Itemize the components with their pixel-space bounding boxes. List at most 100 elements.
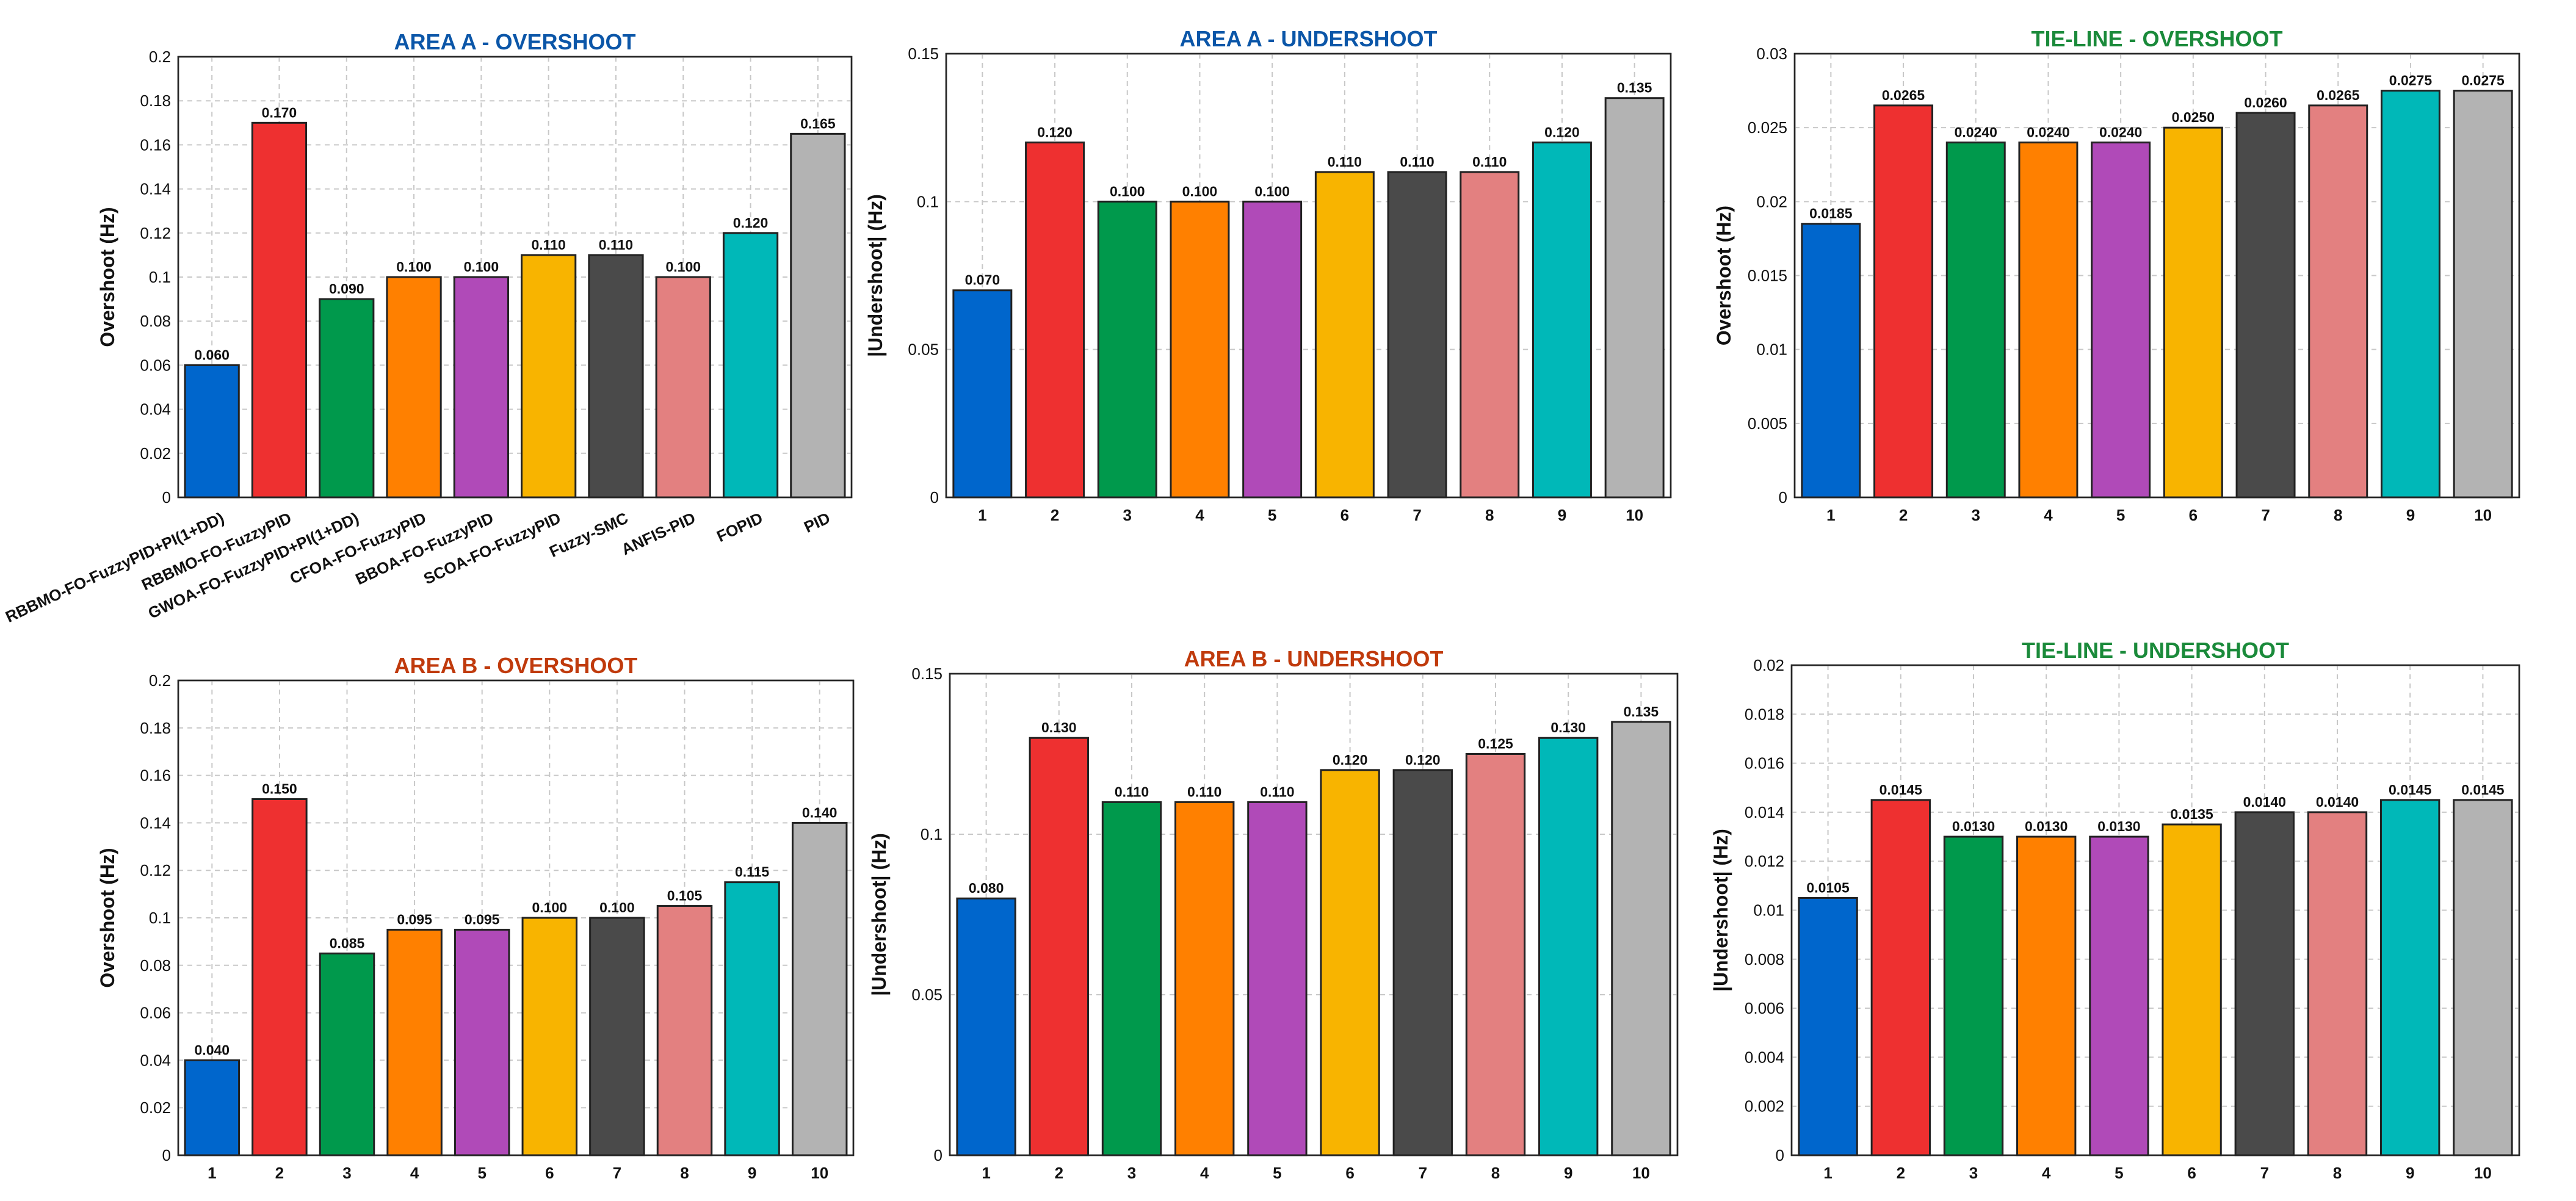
chart-4: 0 0.02 0.04 0.06 0.08 0.1 0.12 0.14 0.16 0.18 0.2 0… [96, 653, 855, 1182]
x-tick-label: 8 [2334, 506, 2342, 524]
plot-border [1790, 664, 2520, 1156]
data-label: 0.110 [532, 237, 566, 253]
x-tick-label: 9 [1558, 506, 1566, 524]
data-label: 0.0105 [1806, 879, 1850, 895]
data-label: 0.170 [262, 104, 297, 120]
x-tick-label: 8 [1485, 506, 1494, 524]
bar [1097, 200, 1157, 499]
x-tick-label: 3 [1123, 506, 1132, 524]
bar [386, 928, 443, 1156]
x-tick-label: 6 [1345, 1164, 1354, 1182]
data-label: 0.0135 [2170, 806, 2213, 822]
bar [791, 821, 848, 1156]
chart-title: TIE-LINE - UNDERSHOOT [2022, 638, 2289, 663]
bar [1320, 769, 1380, 1156]
data-label: 0.165 [800, 115, 836, 131]
y-tick-label: 0.03 [1756, 45, 1787, 63]
x-tick-label: 7 [2261, 506, 2270, 524]
data-label: 0.0250 [2172, 109, 2215, 125]
data-label: 0.100 [665, 259, 701, 275]
x-tick-label: 1 [208, 1164, 216, 1182]
data-label: 0.130 [1041, 720, 1077, 735]
x-tick-label: 1 [1823, 1164, 1832, 1182]
x-tick-label: 5 [1273, 1164, 1281, 1182]
chart-title: AREA A - UNDERSHOOT [1180, 26, 1438, 51]
data-label: 0.100 [464, 259, 499, 275]
y-tick-label: 0.15 [908, 45, 939, 63]
y-tick-label: 0.05 [908, 341, 939, 359]
bar [1873, 104, 1934, 499]
data-label: 0.0130 [2097, 818, 2140, 834]
x-tick-label: 6 [1340, 506, 1349, 524]
bar [386, 276, 442, 499]
data-label: 0.110 [1472, 154, 1507, 170]
x-tick-label: 9 [1564, 1164, 1572, 1182]
y-tick-label: 0.1 [921, 825, 942, 843]
x-tick-label: 4 [2044, 506, 2053, 524]
bar [2163, 126, 2223, 499]
bar [1870, 799, 1931, 1156]
bar [2453, 90, 2513, 499]
data-label: 0.135 [1624, 704, 1659, 720]
bar [1392, 769, 1453, 1156]
y-tick-label: 0.016 [1745, 754, 1784, 773]
bar [2308, 104, 2368, 499]
bar [2089, 835, 2149, 1156]
y-tick-label: 0.002 [1745, 1097, 1784, 1116]
y-tick-label: 0.04 [140, 1051, 171, 1069]
chart-title: AREA B - OVERSHOOT [394, 653, 638, 678]
x-tick-label: 7 [2260, 1164, 2269, 1182]
data-label: 0.0275 [2461, 73, 2505, 88]
bar [656, 905, 713, 1156]
x-tick-label: 3 [1969, 1164, 1978, 1182]
bar [588, 254, 644, 499]
x-tick-label: 5 [477, 1164, 486, 1182]
bar [521, 254, 577, 499]
bar [2453, 799, 2513, 1156]
y-tick-label: 0.16 [140, 135, 171, 154]
x-tick-label: 9 [2406, 506, 2415, 524]
y-tick-label: 0.015 [1748, 267, 1787, 285]
bar [521, 917, 578, 1156]
data-label: 0.110 [1328, 154, 1362, 170]
chart-title: AREA A - OVERSHOOT [394, 29, 635, 54]
bar [956, 897, 1016, 1156]
data-label: 0.110 [1400, 154, 1434, 170]
y-tick-label: 0.18 [140, 719, 171, 737]
bar [1801, 223, 1861, 499]
x-tick-label: 5 [1268, 506, 1276, 524]
y-tick-label: 0.18 [140, 92, 171, 110]
y-tick-label: 0.025 [1748, 118, 1787, 137]
x-tick-label: PID [801, 508, 833, 536]
bar [1387, 171, 1447, 499]
y-tick-label: 0.15 [911, 665, 942, 683]
y-tick-label: 0 [934, 1146, 942, 1164]
x-tick-label: 10 [1626, 506, 1643, 524]
data-label: 0.105 [667, 888, 703, 904]
data-label: 0.100 [599, 900, 635, 915]
x-tick-label: 1 [1826, 506, 1835, 524]
chart-5: 0 0.05 0.1 0.15 0.080 1 0.130 2 0.110 3 0.110 4 0.11… [868, 646, 1679, 1182]
y-tick-label: 0.08 [140, 956, 171, 975]
x-tick-label: 8 [2333, 1164, 2342, 1182]
x-tick-label: 6 [545, 1164, 554, 1182]
data-label: 0.100 [1110, 183, 1145, 199]
bar [2380, 90, 2440, 499]
bar [589, 917, 645, 1156]
data-label: 0.0275 [2389, 73, 2433, 88]
y-tick-label: 0.008 [1745, 950, 1784, 968]
y-tick-label: 0.02 [1753, 656, 1784, 674]
y-tick-label: 0.1 [149, 909, 171, 927]
x-tick-label: 5 [2116, 506, 2125, 524]
bar [2235, 112, 2296, 499]
data-label: 0.085 [330, 935, 365, 951]
bar [1025, 141, 1085, 499]
y-tick-label: 0.16 [140, 766, 171, 785]
y-tick-label: 0.04 [140, 400, 171, 419]
data-label: 0.120 [1333, 752, 1368, 768]
x-tick-label: 1 [982, 1164, 990, 1182]
bar [1604, 97, 1665, 499]
data-label: 0.0145 [2461, 782, 2505, 798]
data-label: 0.0240 [2027, 124, 2069, 140]
x-tick-label: ANFIS-PID [618, 508, 698, 558]
